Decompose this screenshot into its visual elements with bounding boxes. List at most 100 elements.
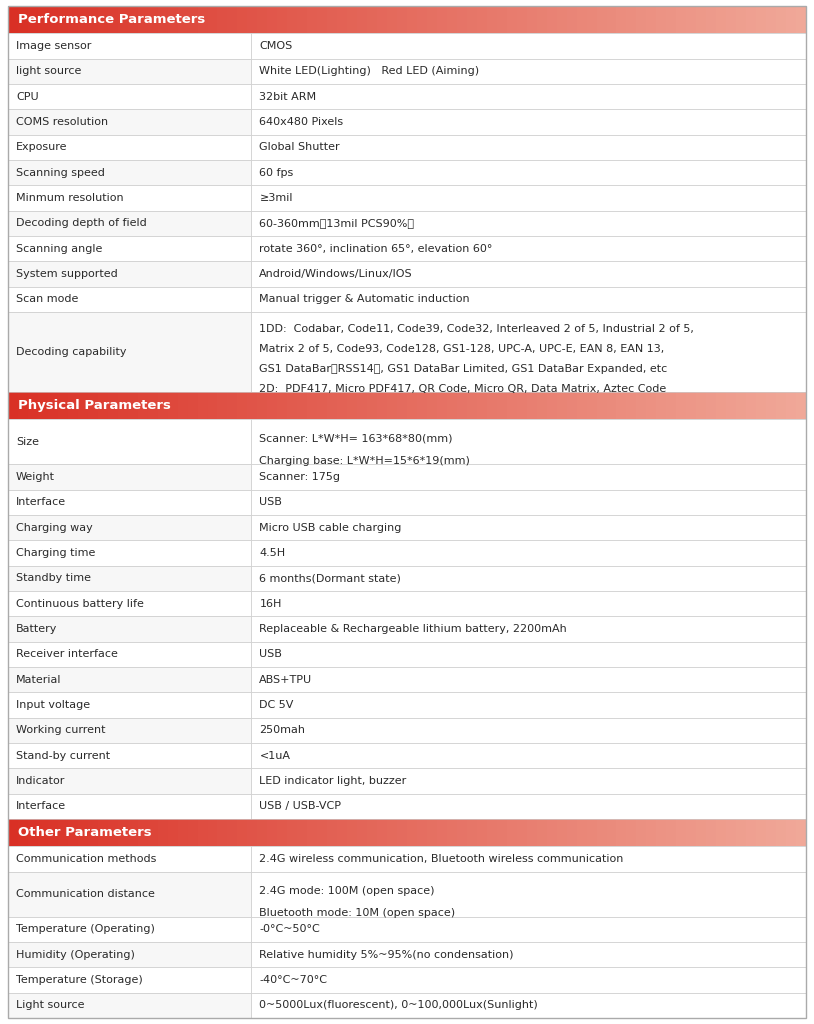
Bar: [8, 84, 252, 110]
Bar: [597, 6, 607, 34]
Bar: [257, 819, 268, 847]
Bar: [8, 34, 252, 58]
Bar: [158, 6, 168, 34]
Bar: [667, 819, 676, 847]
Bar: [726, 819, 737, 847]
Bar: [252, 185, 806, 211]
Text: Android/Windows/Linux/IOS: Android/Windows/Linux/IOS: [260, 269, 413, 280]
Bar: [147, 392, 158, 420]
Bar: [8, 968, 252, 992]
Bar: [756, 819, 767, 847]
Bar: [8, 819, 806, 847]
Bar: [397, 819, 408, 847]
Text: ≥3mil: ≥3mil: [260, 194, 293, 203]
Bar: [158, 819, 168, 847]
Bar: [8, 565, 252, 591]
Bar: [217, 819, 228, 847]
Bar: [68, 392, 78, 420]
Bar: [637, 392, 647, 420]
Bar: [198, 392, 208, 420]
Bar: [676, 392, 687, 420]
Text: Manual trigger & Automatic induction: Manual trigger & Automatic induction: [260, 295, 470, 304]
Bar: [357, 392, 368, 420]
Bar: [547, 819, 557, 847]
Bar: [8, 591, 252, 616]
Bar: [756, 392, 767, 420]
Bar: [257, 392, 268, 420]
Bar: [58, 819, 68, 847]
Bar: [8, 819, 19, 847]
Text: Replaceable & Rechargeable lithium battery, 2200mAh: Replaceable & Rechargeable lithium batte…: [260, 624, 567, 634]
Bar: [107, 819, 118, 847]
Bar: [746, 392, 757, 420]
Text: Material: Material: [16, 675, 62, 685]
Bar: [557, 819, 567, 847]
Bar: [736, 392, 746, 420]
Text: 2D:  PDF417, Micro PDF417, QR Code, Micro QR, Data Matrix, Aztec Code: 2D: PDF417, Micro PDF417, QR Code, Micro…: [260, 384, 667, 394]
Bar: [252, 489, 806, 515]
Bar: [158, 392, 168, 420]
Bar: [307, 6, 317, 34]
Bar: [457, 6, 467, 34]
Text: 16H: 16H: [260, 599, 282, 608]
Bar: [8, 160, 252, 185]
Bar: [252, 794, 806, 819]
Text: Standby time: Standby time: [16, 573, 91, 584]
Bar: [547, 6, 557, 34]
Bar: [357, 6, 368, 34]
Bar: [567, 6, 577, 34]
Bar: [252, 237, 806, 261]
Bar: [208, 392, 218, 420]
Bar: [736, 819, 746, 847]
Bar: [128, 392, 138, 420]
Bar: [517, 392, 527, 420]
Bar: [252, 718, 806, 743]
Bar: [8, 392, 19, 420]
Bar: [252, 871, 806, 916]
Bar: [327, 6, 338, 34]
Bar: [716, 392, 727, 420]
Bar: [48, 6, 59, 34]
Bar: [18, 6, 28, 34]
Bar: [78, 819, 88, 847]
Bar: [417, 819, 427, 847]
Bar: [707, 6, 716, 34]
Text: CMOS: CMOS: [260, 41, 293, 51]
Bar: [267, 392, 278, 420]
Bar: [252, 58, 806, 84]
Text: 250mah: 250mah: [260, 725, 305, 735]
Text: White LED(Lighting)   Red LED (Aiming): White LED(Lighting) Red LED (Aiming): [260, 67, 479, 77]
Bar: [128, 819, 138, 847]
Text: Temperature (Operating): Temperature (Operating): [16, 925, 155, 934]
Text: ABS+TPU: ABS+TPU: [260, 675, 313, 685]
Bar: [168, 819, 178, 847]
Bar: [527, 6, 537, 34]
Bar: [507, 6, 517, 34]
Bar: [427, 392, 437, 420]
Bar: [696, 392, 707, 420]
Bar: [547, 392, 557, 420]
Bar: [377, 6, 387, 34]
Text: Scanner: 175g: Scanner: 175g: [260, 472, 340, 482]
Text: <1uA: <1uA: [260, 751, 291, 761]
Bar: [8, 261, 252, 287]
Bar: [477, 819, 488, 847]
Bar: [646, 819, 657, 847]
Bar: [716, 6, 727, 34]
Bar: [252, 34, 806, 58]
Bar: [646, 392, 657, 420]
Bar: [527, 392, 537, 420]
Bar: [8, 541, 252, 565]
Bar: [627, 392, 637, 420]
Text: 2.4G mode: 100M (open space): 2.4G mode: 100M (open space): [260, 886, 435, 896]
Bar: [278, 6, 288, 34]
Bar: [198, 6, 208, 34]
Bar: [8, 287, 252, 312]
Bar: [337, 819, 348, 847]
Text: Weight: Weight: [16, 472, 55, 482]
Text: Decoding depth of field: Decoding depth of field: [16, 218, 147, 228]
Text: Communication distance: Communication distance: [16, 889, 155, 899]
Bar: [38, 6, 48, 34]
Bar: [287, 819, 298, 847]
Text: GS1 DataBar（RSS14）, GS1 DataBar Limited, GS1 DataBar Expanded, etc: GS1 DataBar（RSS14）, GS1 DataBar Limited,…: [260, 365, 667, 374]
